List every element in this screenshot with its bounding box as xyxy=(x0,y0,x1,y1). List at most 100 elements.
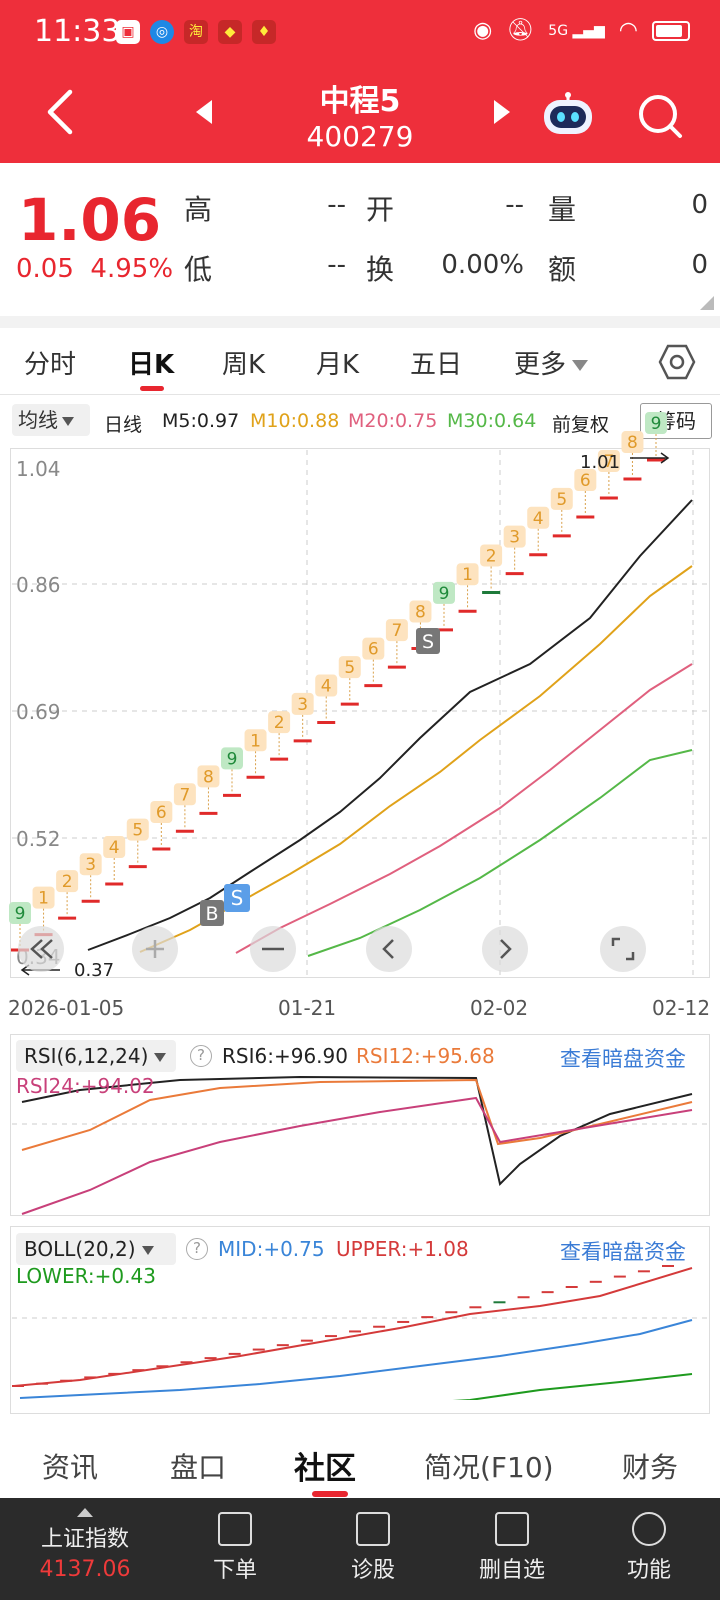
amount-value: 0 xyxy=(691,250,708,280)
stock-code: 400279 xyxy=(306,120,414,153)
place-order-button[interactable]: 下单 xyxy=(190,1498,280,1600)
notification-icons: ▣ ◎ 淘 ◆ ♦ xyxy=(116,20,276,44)
dark-pool-link[interactable]: 查看暗盘资金 xyxy=(560,1240,686,1264)
tab-financials[interactable]: 财务 xyxy=(622,1451,679,1484)
rsi-panel[interactable] xyxy=(10,1034,710,1216)
ma20-line xyxy=(235,663,693,954)
td-label: 8 xyxy=(203,767,214,787)
buy-signal-box xyxy=(200,900,224,926)
diagnose-button[interactable]: 诊股 xyxy=(328,1498,418,1600)
next-stock-icon[interactable] xyxy=(494,100,510,124)
tab-intraday[interactable]: 分时 xyxy=(24,350,77,380)
tab-divider xyxy=(0,394,720,395)
order-form-icon xyxy=(218,1512,252,1546)
dark-pool-link[interactable]: 查看暗盘资金 xyxy=(560,1047,686,1071)
scroll-right-button[interactable] xyxy=(482,926,528,972)
active-subtab-indicator xyxy=(312,1491,348,1497)
robot-assistant-icon[interactable] xyxy=(540,92,596,138)
fullscreen-button[interactable] xyxy=(600,926,646,972)
td-label: 5 xyxy=(556,490,567,510)
boll-panel[interactable] xyxy=(10,1226,710,1414)
high-arrow-head xyxy=(660,452,670,464)
td-label-box xyxy=(126,818,149,841)
td-label-box xyxy=(150,800,173,823)
functions-button[interactable]: 功能 xyxy=(604,1498,694,1600)
high-value: -- xyxy=(327,190,346,220)
td-label-box xyxy=(480,544,503,567)
scroll-left-button[interactable] xyxy=(366,926,412,972)
rsi-selector[interactable]: RSI(6,12,24) xyxy=(16,1040,176,1072)
kline-chart[interactable] xyxy=(10,448,710,978)
tab-daily-k[interactable]: 日K xyxy=(128,350,175,380)
section-divider xyxy=(0,316,720,328)
rsi6-value: RSI6:+96.90 xyxy=(222,1044,348,1068)
tab-community[interactable]: 社区 xyxy=(294,1451,356,1487)
td-label: 1 xyxy=(38,889,49,909)
y-tick-label: 1.04 xyxy=(16,457,61,481)
help-icon[interactable]: ? xyxy=(186,1238,208,1260)
zoom-out-button[interactable] xyxy=(250,926,296,972)
td-label: 1 xyxy=(250,731,261,751)
td-label: 2 xyxy=(486,546,497,566)
td-label: 3 xyxy=(297,695,308,715)
tab-five-day[interactable]: 五日 xyxy=(410,350,463,380)
tab-monthly-k[interactable]: 月K xyxy=(316,350,360,380)
td-label: 9 xyxy=(439,584,450,604)
ma5-line xyxy=(87,499,693,951)
td-label: 5 xyxy=(132,821,143,841)
boll-lower-value: LOWER:+0.43 xyxy=(16,1264,156,1288)
volume-value: 0 xyxy=(691,190,708,220)
td-label-box xyxy=(244,729,267,752)
hexagon-settings-icon[interactable] xyxy=(658,343,696,381)
tab-weekly-k[interactable]: 周K xyxy=(222,350,266,380)
stock-app-notification-icon: ♦ xyxy=(252,20,276,44)
sell-signal: S xyxy=(422,631,434,653)
bottom-action-bar: 上证指数 4137.06 下单 诊股 删自选 功能 xyxy=(0,1498,720,1600)
tab-more[interactable]: 更多 xyxy=(514,344,589,381)
td-label: 6 xyxy=(156,803,167,823)
ma-selector[interactable]: 均线 xyxy=(12,404,90,436)
remove-watchlist-button[interactable]: 删自选 xyxy=(462,1498,562,1600)
index-ticker[interactable]: 上证指数 4137.06 xyxy=(20,1498,150,1600)
tab-orderbook[interactable]: 盘口 xyxy=(170,1451,227,1484)
td-label-box xyxy=(362,637,385,660)
zoom-in-button[interactable] xyxy=(132,926,178,972)
boll-mid-line xyxy=(19,1319,693,1399)
td-label: 2 xyxy=(274,713,285,733)
td-label-box xyxy=(268,711,291,734)
price-change: 0.05 4.95% xyxy=(16,254,174,284)
tab-profile-f10[interactable]: 简况(F10) xyxy=(424,1451,554,1484)
td-label-box xyxy=(574,469,597,492)
chevron-left-icon xyxy=(382,939,394,959)
help-icon[interactable]: ? xyxy=(190,1045,212,1067)
td-label-box xyxy=(597,450,620,473)
td-label-box xyxy=(433,581,455,604)
td-label-box xyxy=(79,853,102,876)
turnover-value: 0.00% xyxy=(441,250,524,280)
expand-quote-icon[interactable] xyxy=(700,296,714,310)
sell-signal-box xyxy=(416,628,440,654)
search-icon[interactable] xyxy=(636,92,684,140)
td-label: 4 xyxy=(109,838,120,858)
boll-price-ticks xyxy=(12,1265,674,1387)
y-tick-label: 0.69 xyxy=(16,700,61,724)
td-label: 1 xyxy=(462,565,473,585)
td-label: 6 xyxy=(368,640,379,660)
td-label: 8 xyxy=(627,433,638,453)
x-axis-label: 02-12 xyxy=(652,996,711,1020)
td-label-box xyxy=(503,525,526,548)
scroll-left-fast-button[interactable] xyxy=(18,926,64,972)
td-label-box xyxy=(338,656,361,679)
x-axis-label: 01-21 xyxy=(278,996,337,1020)
double-chevron-left-icon xyxy=(30,939,53,959)
tab-news[interactable]: 资讯 xyxy=(42,1451,99,1484)
td-label-box xyxy=(550,487,573,510)
prev-stock-icon[interactable] xyxy=(196,100,212,124)
signal-icon: 5G ▂▄▆ xyxy=(548,22,605,39)
back-arrow-icon[interactable] xyxy=(40,86,80,138)
boll-selector[interactable]: BOLL(20,2) xyxy=(16,1233,176,1265)
app-notification-icon: ▣ xyxy=(116,20,140,44)
remove-watchlist-label: 删自选 xyxy=(478,1558,545,1583)
td-label-box xyxy=(197,765,220,788)
adjust-mode[interactable]: 前复权 xyxy=(552,414,610,436)
